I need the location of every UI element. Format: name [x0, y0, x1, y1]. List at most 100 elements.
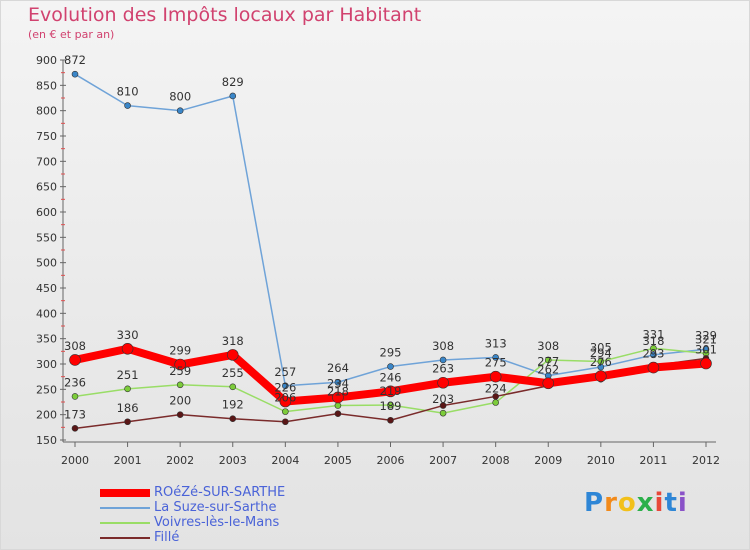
- logo-letter: P: [584, 488, 605, 518]
- data-label: 330: [117, 328, 139, 342]
- data-point: [439, 356, 447, 364]
- logo-letter: r: [604, 488, 618, 518]
- data-point: [387, 363, 394, 370]
- y-tick-label: 900: [36, 54, 57, 67]
- x-tick-label: 2009: [534, 454, 562, 467]
- data-point: [492, 393, 499, 400]
- data-point: [229, 92, 237, 100]
- data-point: [332, 391, 344, 404]
- data-point: [124, 102, 131, 109]
- data-label: 218: [327, 385, 349, 399]
- chart-title: Evolution des Impôts locaux par Habitant: [28, 4, 422, 26]
- data-point: [174, 358, 186, 371]
- data-label: 173: [64, 407, 86, 421]
- data-label: 308: [64, 339, 86, 353]
- x-tick-label: 2002: [166, 454, 194, 467]
- data-point: [439, 402, 447, 409]
- y-tick-label: 750: [36, 130, 57, 143]
- x-tick-label: 2010: [587, 454, 615, 467]
- y-tick-label: 700: [36, 155, 57, 168]
- data-point: [492, 399, 499, 406]
- y-tick-label: 400: [36, 307, 57, 320]
- logo-letter: i: [654, 488, 665, 518]
- data-point: [176, 411, 184, 418]
- data-label: 308: [537, 339, 559, 353]
- data-label: 251: [117, 368, 139, 382]
- data-label: 219: [380, 384, 402, 398]
- data-label: 829: [222, 75, 244, 89]
- data-label: 275: [485, 356, 507, 370]
- x-tick-label: 2003: [219, 454, 247, 467]
- data-point: [542, 377, 555, 390]
- legend-swatch: [100, 537, 150, 539]
- data-label: 293: [642, 347, 664, 361]
- data-point: [437, 376, 449, 389]
- legend-label: Fillé: [154, 530, 180, 545]
- y-tick-label: 150: [36, 434, 57, 447]
- data-point: [647, 361, 660, 374]
- proxiti-logo: Proxiti: [584, 488, 688, 518]
- data-point: [226, 349, 239, 361]
- logo-letter: x: [636, 488, 655, 518]
- data-label: 318: [642, 334, 664, 348]
- data-label: 224: [485, 382, 507, 396]
- data-label: 264: [327, 361, 349, 375]
- legend-item: Voivres-lès-le-Mans: [100, 516, 279, 530]
- legend-item: La Suze-sur-Sarthe: [100, 501, 276, 515]
- data-point: [384, 385, 397, 398]
- data-point: [71, 425, 79, 432]
- data-label: 810: [117, 85, 139, 99]
- y-tick-label: 800: [36, 105, 57, 118]
- legend-label: La Suze-sur-Sarthe: [154, 500, 277, 515]
- data-label: 321: [695, 332, 717, 346]
- legend-item: ROéZé-SUR-SARTHE: [100, 486, 285, 500]
- x-tick-label: 2005: [324, 454, 352, 467]
- data-label: 295: [380, 346, 402, 360]
- y-tick-label: 250: [36, 383, 57, 396]
- y-tick-label: 350: [36, 333, 57, 346]
- y-tick-label: 600: [36, 206, 57, 219]
- legend-swatch: [100, 522, 150, 524]
- data-label: 305: [590, 340, 612, 354]
- data-label: 294: [590, 346, 612, 360]
- data-point: [492, 354, 499, 361]
- data-label: 872: [64, 53, 86, 67]
- data-label: 226: [274, 380, 296, 394]
- data-label: 189: [380, 399, 402, 413]
- x-tick-label: 2000: [61, 454, 89, 467]
- data-point: [121, 342, 134, 355]
- data-point: [387, 401, 394, 409]
- data-point: [650, 351, 657, 359]
- data-label: 318: [222, 334, 244, 348]
- data-point: [124, 385, 131, 393]
- series-line: [74, 73, 707, 387]
- data-label: 186: [117, 401, 139, 415]
- data-point: [597, 358, 605, 365]
- logo-letter: o: [617, 488, 637, 518]
- data-label: 257: [274, 365, 296, 379]
- legend-item: Fillé: [100, 531, 179, 545]
- data-point: [334, 402, 342, 409]
- data-label: 262: [537, 362, 559, 376]
- x-tick-label: 2008: [482, 454, 510, 467]
- data-label: 206: [274, 391, 296, 405]
- data-label: 259: [169, 364, 191, 378]
- x-tick-label: 2011: [639, 454, 667, 467]
- data-point: [71, 70, 79, 78]
- data-label: 255: [222, 366, 244, 380]
- data-label: 192: [222, 398, 244, 412]
- y-tick-label: 300: [36, 358, 57, 371]
- data-point: [124, 418, 131, 426]
- data-label: 329: [695, 328, 717, 342]
- y-tick-label: 650: [36, 181, 57, 194]
- data-label: 246: [380, 370, 402, 384]
- data-point: [282, 408, 289, 415]
- data-point: [176, 381, 184, 389]
- chart-subtitle: (en € et par an): [28, 28, 115, 41]
- data-point: [439, 409, 447, 417]
- y-tick-label: 500: [36, 257, 57, 270]
- data-label: 263: [432, 362, 454, 376]
- logo-letter: t: [664, 488, 678, 518]
